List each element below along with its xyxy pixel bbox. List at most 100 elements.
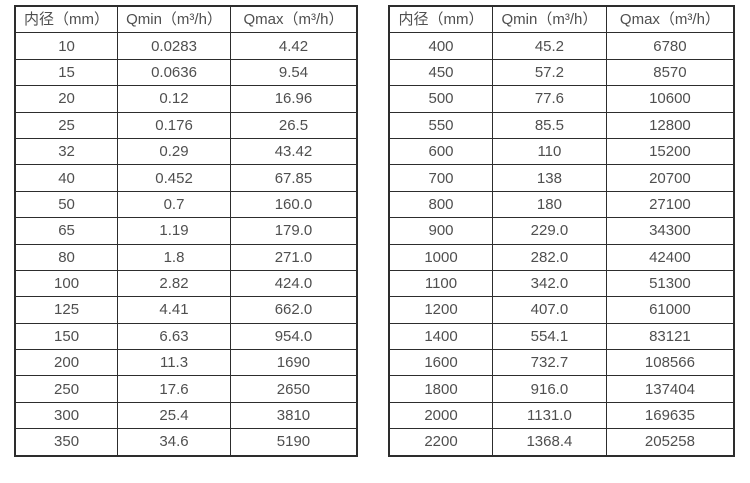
table-row: 1200 407.0 61000 [388, 296, 735, 324]
table-cell: 108566 [605, 349, 735, 377]
table-cell: 1200 [388, 296, 493, 324]
table-row: 150 6.63 954.0 [14, 322, 358, 351]
table-row: 100 2.82 424.0 [14, 269, 358, 298]
table-cell: 77.6 [492, 85, 607, 113]
table-cell: 50 [14, 190, 119, 219]
table-row: 50 0.7 160.0 [14, 190, 358, 219]
table-cell: 662.0 [229, 296, 358, 324]
table-row: 125 4.41 662.0 [14, 296, 358, 324]
table-cell: 20 [14, 85, 119, 113]
table-cell: 916.0 [492, 375, 607, 403]
table-cell: 83121 [605, 322, 735, 351]
table-cell: 6.63 [117, 322, 231, 351]
table-cell: 1100 [388, 269, 493, 298]
table-cell: 3810 [229, 401, 358, 430]
table-cell: 550 [388, 111, 493, 139]
table-cell: 450 [388, 58, 493, 87]
header-cell: 内径（mm） [388, 5, 493, 34]
table-cell: 32 [14, 137, 119, 166]
table-cell: 229.0 [492, 217, 607, 245]
table-cell: 16.96 [229, 85, 358, 113]
table-row: 450 57.2 8570 [388, 58, 735, 87]
table-cell: 150 [14, 322, 119, 351]
table-cell: 43.42 [229, 137, 358, 166]
table-row: 200 11.3 1690 [14, 349, 358, 377]
table-cell: 4.41 [117, 296, 231, 324]
table-row: 1000 282.0 42400 [388, 243, 735, 271]
table-row: 500 77.6 10600 [388, 85, 735, 113]
table-cell: 40 [14, 164, 119, 192]
table-cell: 200 [14, 349, 119, 377]
table-cell: 700 [388, 164, 493, 192]
table-cell: 800 [388, 190, 493, 219]
table-cell: 2.82 [117, 269, 231, 298]
table-cell: 20700 [605, 164, 735, 192]
table-cell: 9.54 [229, 58, 358, 87]
table-cell: 10600 [605, 85, 735, 113]
header-cell: Qmax（m³/h） [229, 5, 358, 34]
table-cell: 300 [14, 401, 119, 430]
table-row: 1600 732.7 108566 [388, 349, 735, 377]
table-cell: 137404 [605, 375, 735, 403]
table-cell: 85.5 [492, 111, 607, 139]
table-cell: 34300 [605, 217, 735, 245]
table-cell: 57.2 [492, 58, 607, 87]
table-row: 800 180 27100 [388, 190, 735, 219]
table-cell: 160.0 [229, 190, 358, 219]
table-row: 15 0.0636 9.54 [14, 58, 358, 87]
table-cell: 350 [14, 428, 119, 457]
table-cell: 1.19 [117, 217, 231, 245]
flow-table-large-diameters: 内径（mm） Qmin（m³/h） Qmax（m³/h） 400 45.2 6780 450… [388, 5, 735, 457]
table-cell: 27100 [605, 190, 735, 219]
table-row: 400 45.2 6780 [388, 32, 735, 60]
table-row: 1800 916.0 137404 [388, 375, 735, 403]
table-cell: 45.2 [492, 32, 607, 60]
table-cell: 61000 [605, 296, 735, 324]
table-row: 550 85.5 12800 [388, 111, 735, 139]
table-row: 600 110 15200 [388, 137, 735, 166]
table-row: 250 17.6 2650 [14, 375, 358, 403]
header-cell: Qmin（m³/h） [492, 5, 607, 34]
table-cell: 6780 [605, 32, 735, 60]
table-cell: 954.0 [229, 322, 358, 351]
table-row: 700 138 20700 [388, 164, 735, 192]
table-cell: 100 [14, 269, 119, 298]
header-row: 内径（mm） Qmin（m³/h） Qmax（m³/h） [388, 5, 735, 34]
flow-table-small-diameters: 内径（mm） Qmin（m³/h） Qmax（m³/h） 10 0.0283 4.42 15… [14, 5, 358, 457]
table-row: 2200 1368.4 205258 [388, 428, 735, 457]
table-cell: 2650 [229, 375, 358, 403]
table-cell: 8570 [605, 58, 735, 87]
header-row: 内径（mm） Qmin（m³/h） Qmax（m³/h） [14, 5, 358, 34]
table-cell: 138 [492, 164, 607, 192]
table-cell: 125 [14, 296, 119, 324]
table-cell: 26.5 [229, 111, 358, 139]
table-cell: 51300 [605, 269, 735, 298]
table-row: 65 1.19 179.0 [14, 217, 358, 245]
table-cell: 1000 [388, 243, 493, 271]
table-cell: 169635 [605, 401, 735, 430]
table-cell: 250 [14, 375, 119, 403]
table-cell: 900 [388, 217, 493, 245]
table-cell: 1400 [388, 322, 493, 351]
table-cell: 600 [388, 137, 493, 166]
table-cell: 67.85 [229, 164, 358, 192]
table-cell: 1368.4 [492, 428, 607, 457]
table-row: 80 1.8 271.0 [14, 243, 358, 271]
table-cell: 1800 [388, 375, 493, 403]
flow-rate-tables: 内径（mm） Qmin（m³/h） Qmax（m³/h） 10 0.0283 4.42 15… [14, 5, 735, 457]
table-cell: 80 [14, 243, 119, 271]
table-row: 2000 1131.0 169635 [388, 401, 735, 430]
table-cell: 500 [388, 85, 493, 113]
table-cell: 11.3 [117, 349, 231, 377]
table-row: 32 0.29 43.42 [14, 137, 358, 166]
table-row: 300 25.4 3810 [14, 401, 358, 430]
table-cell: 0.7 [117, 190, 231, 219]
table-cell: 4.42 [229, 32, 358, 60]
table-cell: 5190 [229, 428, 358, 457]
table-cell: 424.0 [229, 269, 358, 298]
table-cell: 400 [388, 32, 493, 60]
table-cell: 17.6 [117, 375, 231, 403]
table-cell: 180 [492, 190, 607, 219]
table-cell: 732.7 [492, 349, 607, 377]
table-cell: 205258 [605, 428, 735, 457]
